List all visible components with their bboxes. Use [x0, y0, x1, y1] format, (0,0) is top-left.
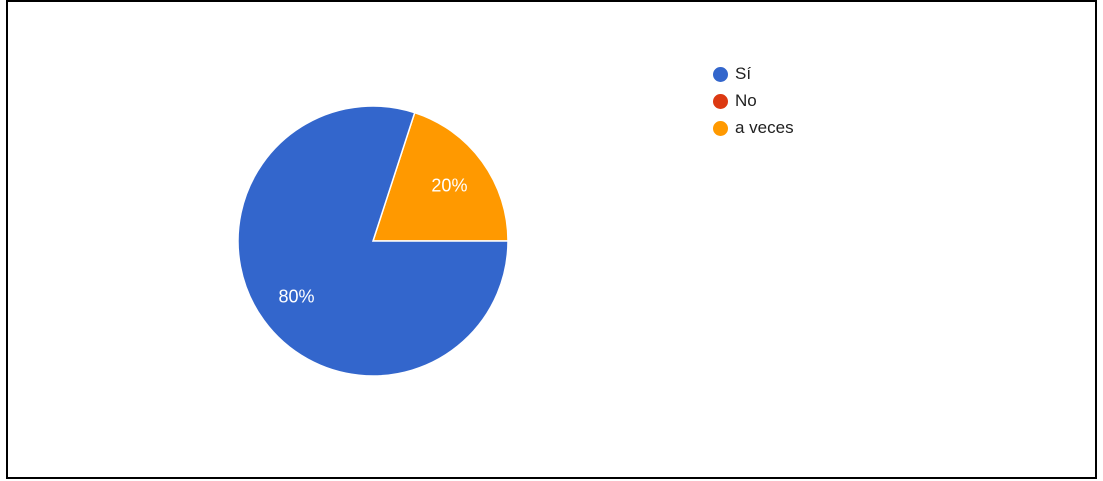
legend-swatch-icon: [713, 93, 728, 109]
legend-swatch-icon: [713, 120, 728, 136]
legend-label: Sí: [735, 64, 752, 83]
pie-slice-label-1: 80%: [279, 287, 315, 307]
chart-frame: 20% 80% Sí No a veces: [6, 0, 1097, 479]
pie-slice-label-3: 20%: [431, 175, 467, 195]
legend-swatch-icon: [713, 66, 728, 82]
legend: Sí No a veces: [713, 62, 794, 143]
legend-label: a veces: [735, 118, 794, 137]
legend-item-3: a veces: [713, 116, 794, 140]
legend-item-1: Sí: [713, 62, 794, 86]
legend-label: No: [735, 91, 757, 110]
pie-slice-3: [371, 111, 509, 242]
pie-chart: 20% 80%: [237, 105, 509, 377]
pie-slice-1: [237, 105, 509, 377]
legend-item-2: No: [713, 89, 794, 113]
